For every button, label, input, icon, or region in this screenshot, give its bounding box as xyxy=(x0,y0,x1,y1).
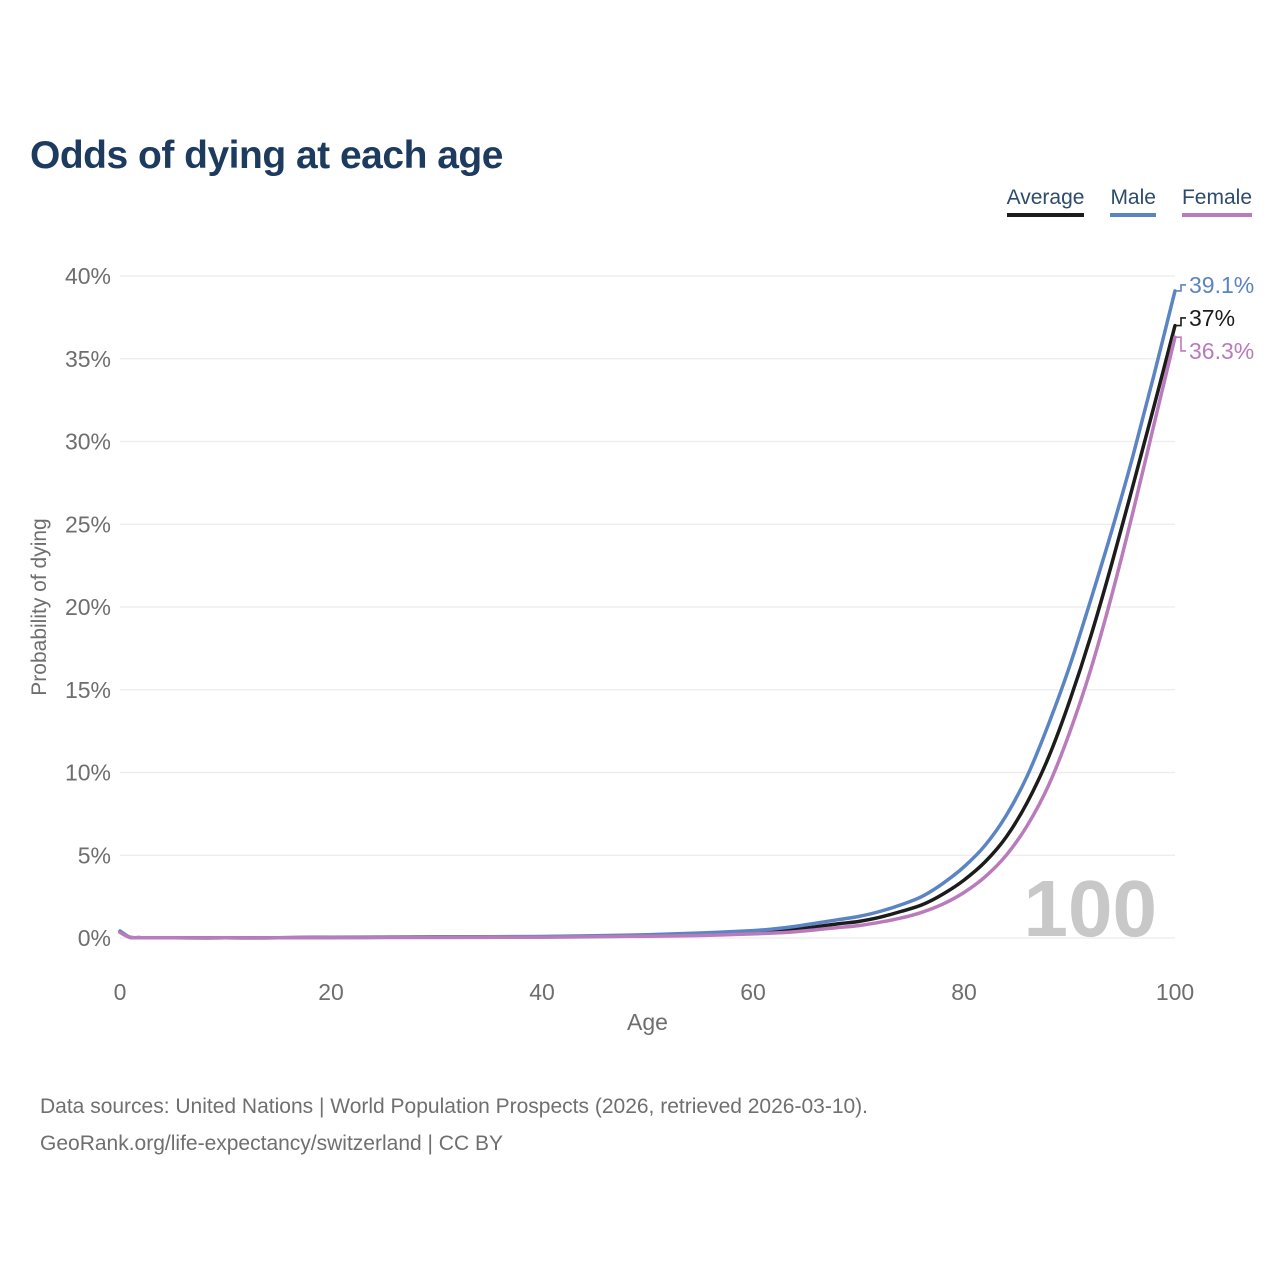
x-tick-label: 20 xyxy=(318,979,344,1005)
x-axis-title: Age xyxy=(627,1009,668,1035)
legend-item-male[interactable]: Male xyxy=(1110,185,1156,218)
end-label-male: 39.1% xyxy=(1189,272,1254,298)
y-tick-label: 15% xyxy=(65,677,111,703)
chart-svg: 0% 5% 10% 15% 20% 25% 30% 35% 40% 0 20 40 60 80 100 Age… xyxy=(28,263,1254,1035)
end-label-average: 37% xyxy=(1189,305,1235,331)
watermark: 100 xyxy=(1024,864,1157,953)
y-tick-label: 35% xyxy=(65,346,111,372)
end-label-leader-male xyxy=(1175,284,1186,292)
x-tick-label: 40 xyxy=(529,979,555,1005)
y-tick-label: 10% xyxy=(65,760,111,786)
x-tick-label: 60 xyxy=(740,979,766,1005)
series-line-female[interactable] xyxy=(118,335,1177,940)
legend-item-female[interactable]: Female xyxy=(1181,185,1252,218)
y-tick-label: 5% xyxy=(78,842,111,868)
data-sources: Data sources: United Nations | World Pop… xyxy=(40,1088,868,1162)
x-tick-label: 0 xyxy=(114,979,127,1005)
end-label-female: 36.3% xyxy=(1189,338,1254,364)
legend: Average Male Female xyxy=(1006,185,1252,218)
y-tick-label: 30% xyxy=(65,429,111,455)
y-tick-label: 20% xyxy=(65,594,111,620)
y-tick-label: 40% xyxy=(65,263,111,289)
chart-title: Odds of dying at each age xyxy=(30,134,503,178)
x-tick-label: 80 xyxy=(951,979,977,1005)
y-tick-label: 0% xyxy=(78,925,111,951)
end-label-leader-female xyxy=(1175,336,1186,352)
y-tick-label: 25% xyxy=(65,511,111,537)
x-tick-label: 100 xyxy=(1156,979,1194,1005)
end-label-leader-average xyxy=(1175,317,1186,327)
data-sources-line-1: Data sources: United Nations | World Pop… xyxy=(40,1095,869,1118)
data-sources-line-2: GeoRank.org/life-expectancy/switzerland … xyxy=(40,1132,503,1155)
series-line-average[interactable] xyxy=(118,323,1177,940)
legend-item-average[interactable]: Average xyxy=(1006,185,1085,218)
y-axis-title: Probability of dying xyxy=(28,518,51,695)
